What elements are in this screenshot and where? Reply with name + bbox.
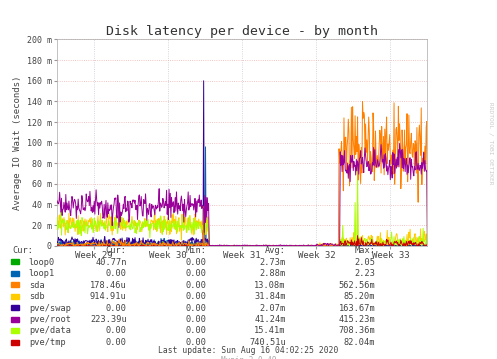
- Text: pve/root: pve/root: [29, 315, 71, 324]
- Text: loop0: loop0: [29, 257, 55, 267]
- Text: pve/data: pve/data: [29, 326, 71, 336]
- Text: 0.00: 0.00: [185, 269, 206, 278]
- Text: 2.88m: 2.88m: [259, 269, 286, 278]
- Text: 0.00: 0.00: [185, 303, 206, 313]
- Text: 163.67m: 163.67m: [338, 303, 375, 313]
- Text: 2.07m: 2.07m: [259, 303, 286, 313]
- Text: 740.51u: 740.51u: [249, 338, 286, 347]
- Text: loop1: loop1: [29, 269, 55, 278]
- Text: 41.24m: 41.24m: [254, 315, 286, 324]
- Text: 15.41m: 15.41m: [254, 326, 286, 336]
- Text: 914.91u: 914.91u: [90, 292, 127, 301]
- Text: 0.00: 0.00: [106, 326, 127, 336]
- Text: 708.36m: 708.36m: [338, 326, 375, 336]
- Text: 13.08m: 13.08m: [254, 280, 286, 290]
- Text: pve/tmp: pve/tmp: [29, 338, 66, 347]
- Text: sdb: sdb: [29, 292, 45, 301]
- Text: Last update: Sun Aug 16 04:02:25 2020: Last update: Sun Aug 16 04:02:25 2020: [159, 346, 338, 355]
- Text: 0.00: 0.00: [185, 280, 206, 290]
- Text: sda: sda: [29, 280, 45, 290]
- Text: Cur:: Cur:: [106, 246, 127, 255]
- Text: 0.00: 0.00: [106, 338, 127, 347]
- Text: Min:: Min:: [185, 246, 206, 255]
- Text: RRDTOOL / TOBI OETIKER: RRDTOOL / TOBI OETIKER: [489, 102, 494, 185]
- Text: 82.04m: 82.04m: [344, 338, 375, 347]
- Text: 0.00: 0.00: [185, 292, 206, 301]
- Text: 223.39u: 223.39u: [90, 315, 127, 324]
- Text: 562.56m: 562.56m: [338, 280, 375, 290]
- Text: 0.00: 0.00: [185, 315, 206, 324]
- Title: Disk latency per device - by month: Disk latency per device - by month: [106, 25, 378, 38]
- Text: 2.23: 2.23: [354, 269, 375, 278]
- Text: Max:: Max:: [354, 246, 375, 255]
- Text: 0.00: 0.00: [185, 257, 206, 267]
- Y-axis label: Average IO Wait (seconds): Average IO Wait (seconds): [13, 75, 22, 210]
- Text: 0.00: 0.00: [185, 326, 206, 336]
- Text: 2.05: 2.05: [354, 257, 375, 267]
- Text: 0.00: 0.00: [185, 338, 206, 347]
- Text: 31.84m: 31.84m: [254, 292, 286, 301]
- Text: 2.73m: 2.73m: [259, 257, 286, 267]
- Text: Avg:: Avg:: [265, 246, 286, 255]
- Text: 85.20m: 85.20m: [344, 292, 375, 301]
- Text: 415.23m: 415.23m: [338, 315, 375, 324]
- Text: 0.00: 0.00: [106, 269, 127, 278]
- Text: 0.00: 0.00: [106, 303, 127, 313]
- Text: 178.46u: 178.46u: [90, 280, 127, 290]
- Text: Cur:: Cur:: [12, 246, 33, 255]
- Text: Munin 2.0.49: Munin 2.0.49: [221, 356, 276, 359]
- Text: 40.77n: 40.77n: [95, 257, 127, 267]
- Text: pve/swap: pve/swap: [29, 303, 71, 313]
